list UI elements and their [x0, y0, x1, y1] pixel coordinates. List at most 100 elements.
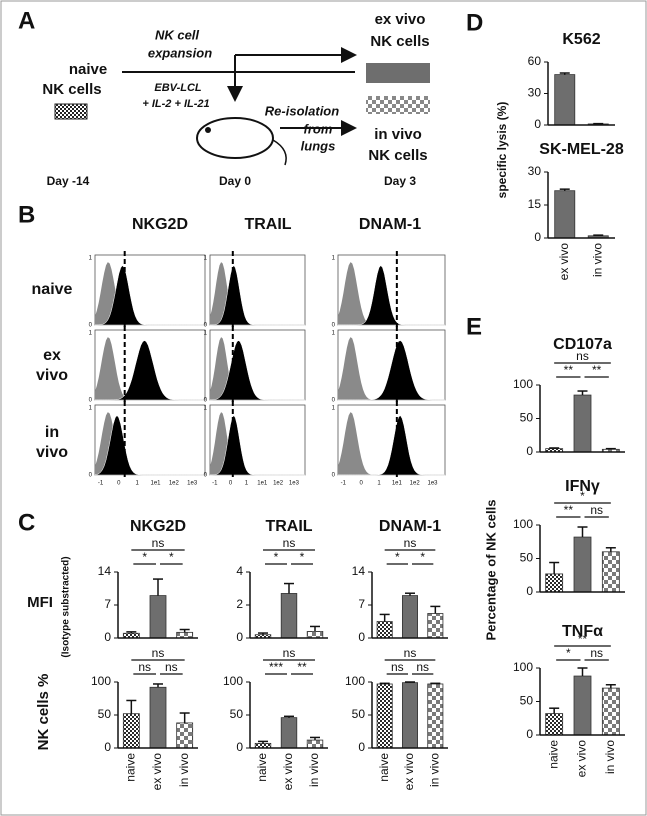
y-tick-label: 0 [526, 584, 533, 598]
x-tick-label: naive [377, 753, 391, 782]
y-axis-label: NK cells % [35, 674, 52, 751]
stain-curve [95, 265, 205, 326]
error-bar [430, 682, 441, 685]
column-header: TRAIL [244, 216, 291, 233]
error-bar [258, 740, 268, 744]
significance-label: ns [590, 646, 603, 660]
error-bar [430, 605, 441, 614]
significance-label: ns [576, 349, 589, 363]
y-tick-label: 1 [204, 256, 208, 262]
stain-curve [338, 415, 445, 476]
x-tick-label: naive [124, 753, 138, 782]
y-tick-label: 1 [89, 406, 93, 412]
isotype-curve [95, 262, 205, 325]
chart-title: K562 [562, 31, 600, 48]
y-tick-label: 100 [513, 377, 533, 391]
y-tick-label: 0 [89, 323, 93, 329]
error-bar [310, 625, 320, 632]
y-tick-label: 0 [534, 117, 541, 131]
error-bar [310, 736, 320, 741]
significance-label: ns [404, 536, 417, 550]
bar [176, 722, 194, 749]
schematic-text: NK cell [155, 27, 199, 42]
significance-label: ns [152, 536, 165, 550]
sample-swatch [366, 96, 430, 114]
significance-label: ns [590, 503, 603, 517]
y-axis-label: Percentage of NK cells [483, 500, 498, 641]
y-tick-label: 1 [89, 331, 93, 337]
schematic-text: NK cells [368, 147, 427, 164]
schematic-text: ex vivo [375, 11, 426, 28]
significance-label: ns [416, 660, 429, 674]
x-tick-label: ex vivo [575, 740, 589, 778]
x-tick-label: 1e2 [169, 481, 180, 487]
significance-label: * [142, 550, 147, 564]
x-tick-label: ex vivo [557, 243, 571, 281]
x-tick-label: 1e1 [150, 481, 161, 487]
x-tick-label: -1 [341, 481, 347, 487]
y-tick-label: 1 [204, 406, 208, 412]
bar [376, 621, 393, 639]
isotype-curve [210, 412, 305, 475]
significance-label: ** [297, 660, 307, 674]
bar [401, 682, 418, 749]
significance-label: ** [578, 632, 588, 646]
y-tick-label: 0 [236, 740, 243, 754]
sample-swatch [366, 63, 430, 83]
isotype-curve [210, 262, 305, 325]
error-bar [605, 547, 616, 552]
significance-label: * [580, 489, 585, 503]
chart-title: TNFα [562, 623, 603, 640]
error-bar [379, 682, 390, 685]
bar [601, 551, 620, 593]
error-bar [605, 684, 616, 689]
stain-curve [338, 265, 445, 326]
y-tick-label: 50 [230, 707, 244, 721]
day-label: Day -14 [47, 174, 90, 188]
mouse-icon [272, 139, 287, 166]
bar [427, 683, 444, 749]
y-tick-label: 7 [104, 597, 111, 611]
error-bar [284, 715, 294, 718]
significance-label: ns [152, 646, 165, 660]
bar [122, 713, 140, 749]
y-tick-label: 60 [528, 54, 542, 68]
row-label: vivo [36, 444, 68, 461]
error-bar [593, 234, 604, 236]
bar [427, 613, 444, 639]
mouse-icon [205, 127, 211, 133]
significance-label: ** [564, 363, 574, 377]
panel-label: C [18, 509, 35, 536]
x-tick-label: ex vivo [150, 753, 164, 791]
error-bar [559, 188, 570, 191]
chart-title: NKG2D [130, 518, 186, 535]
significance-label: * [395, 550, 400, 564]
y-tick-label: 0 [204, 473, 208, 479]
schematic-text: expansion [148, 45, 212, 60]
error-bar [153, 578, 163, 596]
y-tick-label: 4 [236, 564, 243, 578]
sample-swatch [54, 103, 88, 120]
x-tick-label: 1 [245, 481, 249, 487]
error-bar [577, 667, 588, 677]
row-label: naive [32, 281, 73, 298]
bar [573, 536, 592, 593]
x-tick-label: in vivo [428, 753, 442, 787]
chart-title: IFNγ [565, 478, 600, 495]
schematic-text: from [304, 121, 333, 136]
panel-label: E [466, 313, 482, 340]
y-axis-note: (Isotype substracted) [61, 556, 72, 657]
schematic-text: lungs [301, 138, 336, 153]
y-tick-label: 7 [358, 597, 365, 611]
bar [601, 687, 620, 736]
stain-curve [94, 415, 205, 476]
panel-label: A [18, 7, 35, 34]
chart-title: SK-MEL-28 [539, 141, 624, 158]
bar [306, 631, 324, 639]
schematic-text: naive [69, 61, 107, 78]
bar [545, 713, 564, 736]
row-label: in [45, 424, 59, 441]
isotype-curve [95, 337, 205, 400]
y-tick-label: 100 [513, 517, 533, 531]
